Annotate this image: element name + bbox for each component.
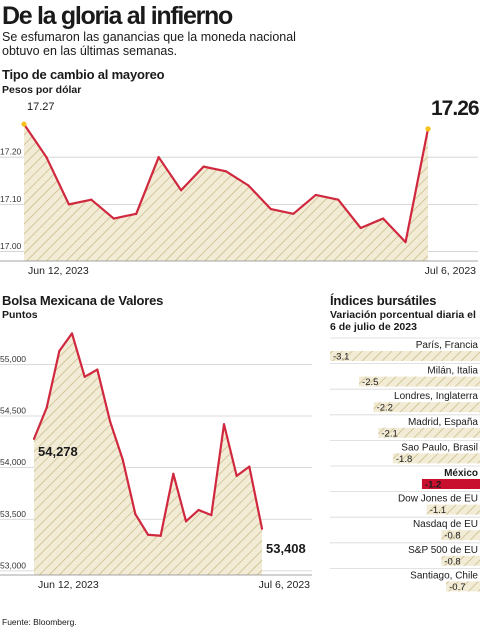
data-point xyxy=(260,527,264,530)
data-point xyxy=(404,241,407,244)
bar-category-label: Londres, Inglaterra xyxy=(394,391,478,402)
bar-value-label: -0.8 xyxy=(444,556,460,567)
bar-category-label: París, Francia xyxy=(416,340,479,351)
x-start-label: Jun 12, 2023 xyxy=(38,579,99,591)
data-point xyxy=(67,203,70,206)
bar xyxy=(359,376,480,387)
bar-category-label: Milán, Italia xyxy=(427,366,478,377)
y-tick-label: 17.20 xyxy=(0,147,22,157)
data-point xyxy=(337,198,340,201)
bar xyxy=(421,479,480,489)
bar-category-label: México xyxy=(444,468,478,479)
data-point xyxy=(159,534,162,537)
bar xyxy=(373,402,480,413)
y-tick-label: 55,000 xyxy=(0,354,26,364)
bar xyxy=(330,351,480,361)
y-tick-label: 17.00 xyxy=(0,241,22,251)
subtitle: Se esfumaron las ganancias que la moneda… xyxy=(2,30,296,58)
fx-chart-title: Tipo de cambio al mayoreo xyxy=(2,67,165,82)
bar xyxy=(378,427,480,438)
fx-chart: 17.00 17.10 17.20 Jun 12, 2023 Jul 6, 2023 17… xyxy=(0,97,480,277)
end-value-label: 53,408 xyxy=(266,541,306,556)
start-value-label: 17.27 xyxy=(27,101,55,113)
start-marker xyxy=(21,121,27,127)
data-point xyxy=(32,437,36,441)
start-value-label: 54,278 xyxy=(38,444,78,459)
data-point xyxy=(157,156,160,159)
bar xyxy=(392,453,480,464)
bmv-chart-title: Bolsa Mexicana de Valores xyxy=(2,293,164,308)
bar-value-label: -2.2 xyxy=(377,403,393,414)
y-tick-label: 54,500 xyxy=(0,406,26,416)
data-point xyxy=(146,533,150,536)
y-tick-label: 53,000 xyxy=(0,560,26,570)
bmv-chart-subtitle: Puntos xyxy=(2,309,38,321)
bar-value-label: -1.1 xyxy=(430,505,446,516)
x-end-label: Jul 6, 2023 xyxy=(259,579,311,591)
data-point xyxy=(210,514,213,517)
headline: De la gloria al infierno xyxy=(2,2,233,30)
data-point xyxy=(314,193,317,197)
bar-value-label: -1.8 xyxy=(396,454,412,465)
data-point xyxy=(70,332,74,335)
data-point xyxy=(197,508,200,512)
data-point xyxy=(108,420,112,423)
x-end-label: Jul 6, 2023 xyxy=(425,265,477,277)
bar-value-label: -2.5 xyxy=(362,377,378,388)
data-point xyxy=(172,472,175,475)
bar xyxy=(441,555,480,566)
data-point xyxy=(121,458,124,461)
data-point xyxy=(269,207,272,211)
y-tick-label: 17.10 xyxy=(0,194,22,204)
data-point xyxy=(180,189,183,192)
bar-category-label: S&P 500 de EU xyxy=(408,545,478,556)
bar xyxy=(426,504,480,515)
indices-chart-subtitle: Variación porcentual diaria el 6 de juli… xyxy=(330,309,476,333)
data-point xyxy=(184,520,188,523)
data-point xyxy=(248,465,251,468)
bar xyxy=(441,530,480,541)
bar-value-label: -0.8 xyxy=(444,531,460,542)
data-point xyxy=(222,423,226,426)
data-point xyxy=(58,349,61,353)
bar-value-label: -1.2 xyxy=(425,480,441,491)
data-point xyxy=(45,156,48,159)
data-point xyxy=(135,212,138,215)
data-point xyxy=(292,212,295,215)
end-marker xyxy=(425,126,431,132)
area-fill xyxy=(24,124,428,261)
bar xyxy=(446,581,480,592)
bar-category-label: Madrid, España xyxy=(408,417,478,428)
bar-value-label: -0.7 xyxy=(449,582,465,593)
data-point xyxy=(83,375,86,378)
bar-category-label: Nasdaq de EU xyxy=(413,519,478,530)
area-fill xyxy=(34,333,262,575)
data-point xyxy=(90,198,93,201)
data-point xyxy=(134,512,137,516)
y-tick-label: 53,500 xyxy=(0,509,26,519)
bar-category-label: Santiago, Chile xyxy=(410,570,478,581)
data-point xyxy=(224,170,228,173)
data-point xyxy=(359,226,362,230)
bar-category-label: Sao Paulo, Brasil xyxy=(401,442,478,453)
bar-value-label: -3.1 xyxy=(333,352,349,363)
bar-category-label: Dow Jones de EU xyxy=(398,494,478,505)
data-point xyxy=(382,217,385,220)
bmv-chart: 53,000 53,500 54,000 54,500 55,000 Jun 12, 20… xyxy=(0,332,312,591)
indices-chart: París, Francia -3.1 Milán, Italia -2.5 Londr… xyxy=(330,337,480,593)
data-point xyxy=(235,474,238,477)
fx-chart-subtitle: Pesos por dólar xyxy=(2,84,82,96)
x-start-label: Jun 12, 2023 xyxy=(28,265,89,277)
end-value-label: 17.26 xyxy=(431,97,479,120)
indices-chart-title: Índices bursátiles xyxy=(330,293,437,308)
bar-value-label: -2.1 xyxy=(381,428,397,439)
data-point xyxy=(247,184,250,187)
data-point xyxy=(112,217,115,220)
data-point xyxy=(45,406,48,409)
data-point xyxy=(96,368,99,371)
y-tick-label: 54,000 xyxy=(0,457,26,467)
data-point xyxy=(202,165,205,168)
